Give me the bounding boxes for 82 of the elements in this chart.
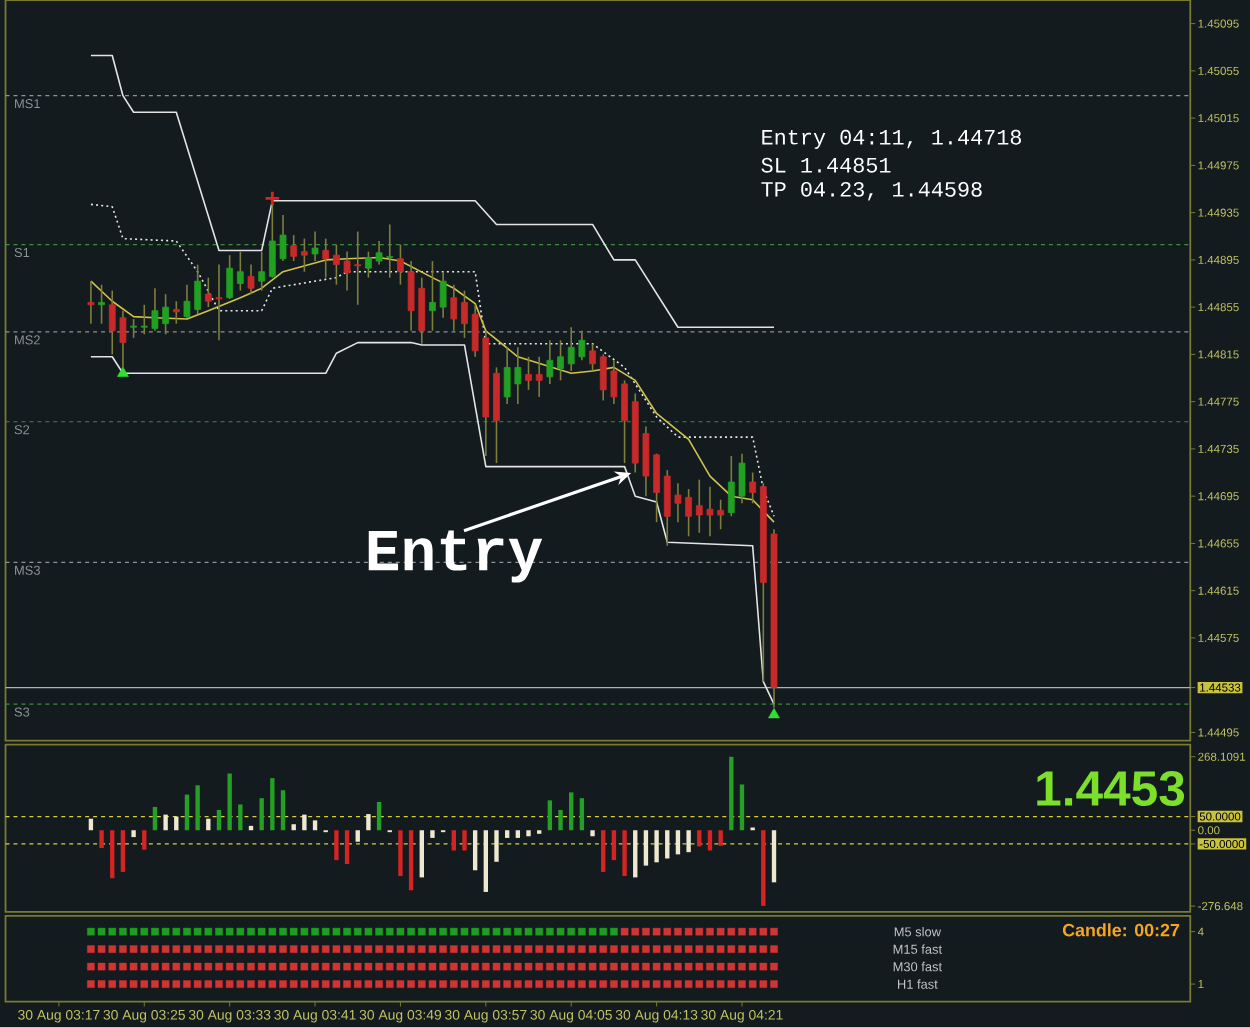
bar	[131, 830, 136, 838]
bar	[398, 830, 403, 877]
bar	[718, 830, 723, 847]
bar	[483, 830, 489, 893]
bar	[761, 830, 766, 907]
bar	[355, 830, 360, 843]
candlestick	[461, 290, 468, 339]
bar	[195, 785, 200, 831]
bar	[579, 798, 585, 831]
bar	[312, 820, 318, 831]
bar	[633, 830, 638, 878]
bar	[259, 798, 264, 831]
annotation: Candle: 00:27	[1062, 923, 1180, 937]
candlestick	[98, 284, 105, 325]
annotation: Entry	[368, 530, 543, 583]
bar	[611, 830, 617, 861]
bar	[547, 800, 553, 831]
bar	[291, 824, 296, 831]
candlestick	[300, 238, 308, 273]
candlestick	[87, 280, 95, 325]
bar	[451, 830, 456, 851]
bar	[665, 830, 670, 859]
bar	[729, 757, 734, 831]
bar	[270, 778, 275, 831]
bar	[334, 830, 339, 861]
bar	[184, 794, 190, 831]
annotation: 1.4453	[1037, 771, 1185, 807]
bar	[643, 830, 649, 866]
bar	[216, 810, 222, 831]
bar	[430, 830, 435, 839]
bar	[163, 814, 168, 831]
bar	[206, 819, 211, 831]
bar	[654, 830, 659, 863]
bar	[462, 830, 467, 851]
candlestick	[172, 300, 180, 325]
bar	[686, 830, 691, 853]
annotation: Entry 04:11, 1.44718	[762, 130, 1021, 150]
bar	[344, 830, 350, 865]
bar	[110, 830, 115, 879]
candlestick	[589, 343, 596, 373]
bar	[739, 784, 745, 831]
bar	[366, 814, 371, 831]
candlestick	[493, 366, 500, 465]
bar	[622, 830, 627, 877]
candlestick	[749, 472, 757, 505]
candlestick	[450, 284, 458, 332]
bar	[376, 802, 382, 831]
bar	[99, 830, 104, 849]
bar	[280, 790, 286, 831]
candlestick	[535, 356, 543, 399]
bar	[515, 830, 521, 839]
bar	[601, 830, 606, 873]
bar	[697, 830, 702, 847]
bar	[707, 830, 713, 851]
bar	[302, 814, 307, 831]
bar	[152, 807, 158, 831]
candlestick	[322, 238, 330, 279]
annotation: TP 04.23, 1.44598	[761, 182, 982, 201]
bar	[419, 830, 424, 878]
candlestick	[226, 254, 234, 300]
bar	[494, 830, 499, 863]
candlestick	[130, 318, 137, 339]
candlestick	[311, 231, 319, 263]
bar	[408, 830, 414, 891]
bar	[472, 830, 478, 871]
bar	[227, 773, 232, 831]
bar	[675, 830, 681, 855]
candlestick	[236, 251, 244, 292]
bar	[590, 830, 595, 837]
bar	[142, 830, 147, 850]
bar	[771, 830, 777, 883]
candlestick	[258, 251, 266, 292]
bar	[558, 810, 563, 831]
candlestick	[247, 264, 255, 296]
bar	[504, 830, 510, 839]
candlestick	[525, 356, 532, 391]
bar	[526, 830, 531, 837]
bar	[569, 792, 574, 831]
annotation: SL 1.44851	[761, 158, 891, 173]
candlestick	[290, 234, 298, 263]
bar	[120, 830, 126, 873]
bar	[238, 804, 243, 831]
